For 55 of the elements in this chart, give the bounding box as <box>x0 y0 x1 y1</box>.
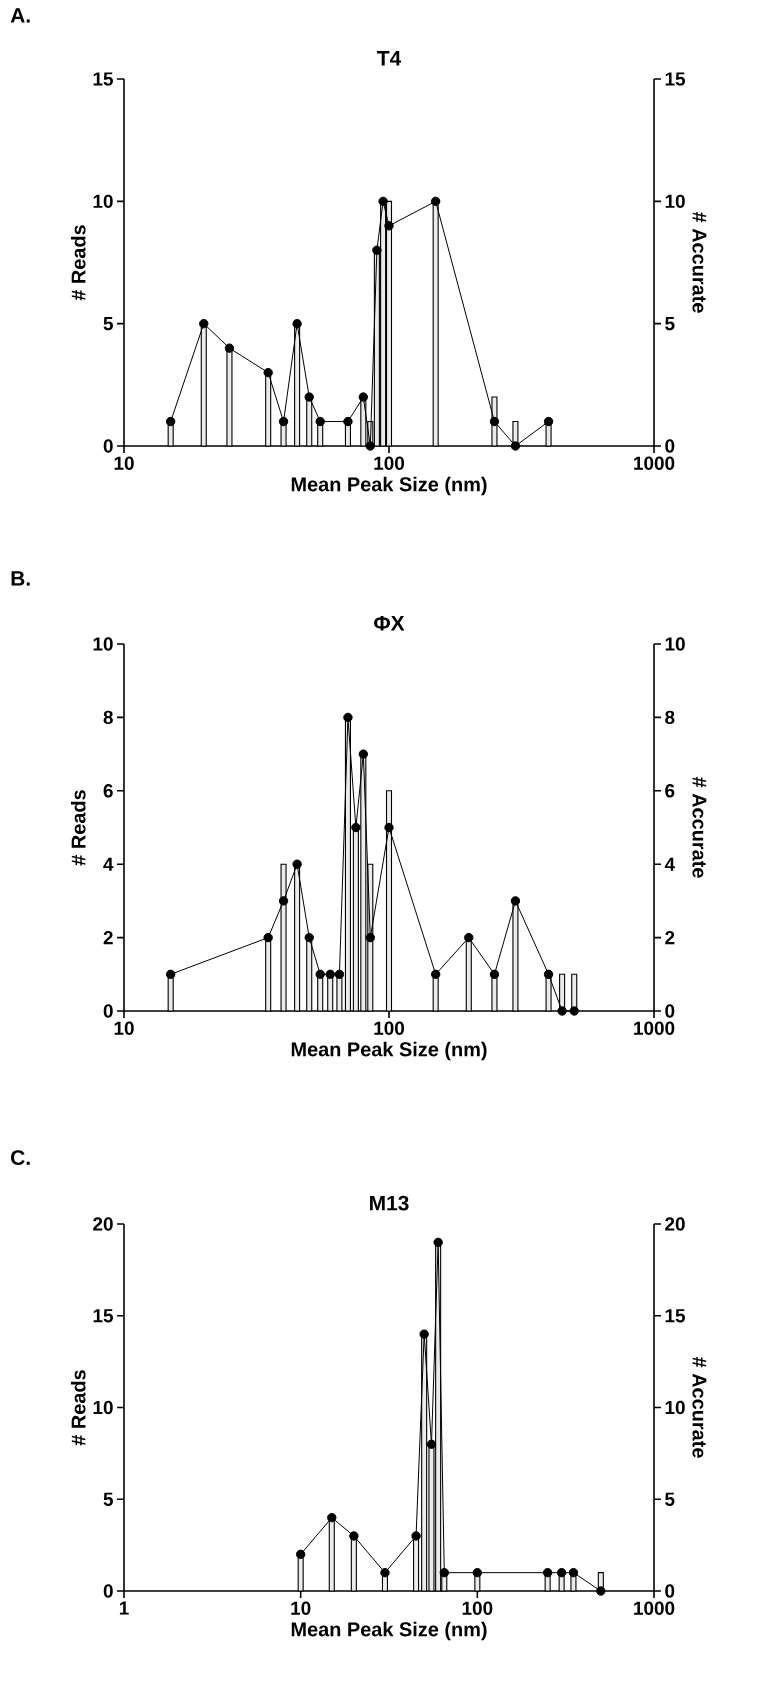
y-axis-title: # Reads <box>70 1370 86 1446</box>
y-tick-label: 5 <box>103 317 113 331</box>
y2-axis-title: # Accurate <box>692 211 707 313</box>
y2-tick-label: 0 <box>665 1584 675 1598</box>
text: A. <box>10 8 30 23</box>
y2-tick-label: 5 <box>665 317 675 331</box>
x-tick-label: 1000 <box>634 1021 675 1035</box>
y-tick-label: 15 <box>93 72 113 86</box>
y-tick-label: 15 <box>93 1309 113 1323</box>
y2-tick-label: 4 <box>664 857 675 871</box>
x-tick-label: 10 <box>114 1021 134 1035</box>
x-tick-label: 100 <box>374 456 405 470</box>
y2-tick-label: 2 <box>665 931 675 945</box>
y2-tick-label: 10 <box>665 194 685 209</box>
y-axis-title: # Reads <box>70 790 86 866</box>
y-tick-label: 0 <box>103 1584 113 1598</box>
y2-tick-label: 10 <box>665 1400 685 1415</box>
y2-tick-label: 0 <box>665 439 675 453</box>
x-tick-label: 10 <box>114 456 134 470</box>
y2-tick-label: 6 <box>665 784 675 798</box>
x-tick-label: 1000 <box>634 456 675 470</box>
y2-tick-label: 0 <box>665 1004 675 1018</box>
y-tick-label: 4 <box>103 857 114 871</box>
y2-axis-title: # Accurate <box>692 776 707 878</box>
chart-title: M13 <box>370 1195 409 1211</box>
x-axis-title: Mean Peak Size (nm) <box>291 476 487 496</box>
x-tick-label: 10 <box>291 1601 311 1615</box>
text: C. <box>11 1150 30 1166</box>
y2-tick-label: 10 <box>665 637 685 651</box>
chart-title: T4 <box>377 51 402 66</box>
text: B. <box>11 571 30 586</box>
x-tick-label: 1000 <box>634 1601 675 1615</box>
y2-tick-label: 20 <box>665 1217 685 1231</box>
y-tick-label: 20 <box>93 1217 113 1231</box>
y-tick-label: 6 <box>103 784 113 798</box>
y2-tick-label: 8 <box>665 710 675 725</box>
y-tick-label: 2 <box>103 931 113 945</box>
y-tick-label: 8 <box>103 710 113 725</box>
x-axis-title: Mean Peak Size (nm) <box>291 1621 487 1641</box>
y2-tick-label: 15 <box>665 1309 685 1323</box>
y2-tick-label: 15 <box>665 72 686 86</box>
x-tick-label: 100 <box>462 1601 493 1615</box>
y2-axis-title: # Accurate <box>692 1356 707 1458</box>
y-tick-label: 0 <box>103 1004 113 1018</box>
y2-tick-label: 5 <box>665 1492 675 1506</box>
chart-title: ΦX <box>374 615 405 631</box>
x-tick-label: 1 <box>119 1601 129 1615</box>
y-tick-label: 10 <box>93 637 113 651</box>
y-tick-label: 0 <box>103 439 113 453</box>
y-axis-title: # Reads <box>70 225 86 301</box>
y-tick-label: 10 <box>93 1400 113 1415</box>
y-tick-label: 10 <box>93 194 113 209</box>
y-tick-label: 5 <box>103 1492 113 1506</box>
x-tick-label: 100 <box>374 1021 405 1035</box>
x-axis-title: Mean Peak Size (nm) <box>291 1041 487 1061</box>
